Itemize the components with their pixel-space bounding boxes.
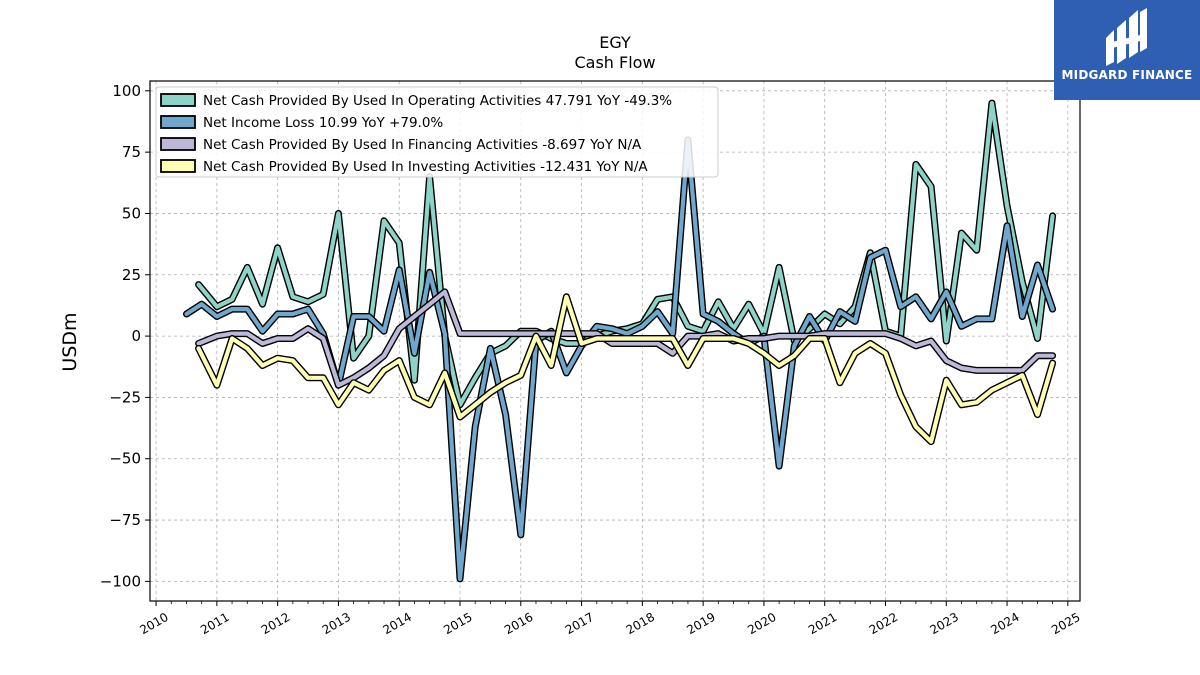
y-tick-label: 50: [122, 204, 141, 222]
x-tick-label: 2015: [441, 610, 474, 637]
x-tick-label: 2023: [928, 610, 961, 637]
y-tick-label: 0: [131, 327, 141, 345]
y-tick-label: 25: [122, 266, 141, 284]
series-line-outline: [195, 293, 1057, 446]
series-line-core: [196, 101, 1055, 407]
series-line-0: [195, 99, 1057, 409]
x-tick-label: 2024: [988, 610, 1021, 637]
series-line-3: [195, 293, 1057, 446]
x-tick-label: 2013: [320, 610, 353, 637]
x-tick-label: 2025: [1049, 610, 1082, 637]
x-tick-label: 2010: [137, 610, 170, 637]
chart-title: EGY: [599, 33, 631, 52]
legend-swatch: [160, 137, 196, 151]
legend-label: Net Income Loss 10.99 YoY +79.0%: [203, 115, 443, 131]
legend-swatch: [160, 93, 196, 107]
legend-swatch: [160, 115, 196, 129]
plot-frame: [149, 80, 1081, 602]
series-line-core: [184, 137, 1055, 581]
series-line-1: [183, 136, 1057, 583]
x-tick-label: 2016: [502, 610, 535, 637]
y-axis-label: USDm: [59, 312, 81, 371]
y-tick-label: −50: [109, 450, 141, 468]
x-tick-label: 2012: [259, 610, 292, 637]
legend-box: [155, 86, 719, 178]
y-tick-label: 100: [112, 82, 141, 100]
y-tick-label: −75: [109, 511, 141, 529]
legend-label: Net Cash Provided By Used In Financing A…: [203, 137, 642, 153]
brand-logo: MIDGARD FINANCE: [1054, 0, 1200, 100]
x-tick-label: 2011: [198, 610, 231, 637]
brand-name: MIDGARD FINANCE: [1061, 68, 1193, 82]
legend-swatch: [160, 159, 196, 173]
y-tick-label: 75: [122, 143, 141, 161]
series-line-2: [195, 288, 1057, 389]
x-tick-label: 2019: [684, 610, 717, 637]
series-line-core: [196, 289, 1055, 388]
x-tick-label: 2018: [624, 610, 657, 637]
brand-logo-icon: [1054, 0, 1200, 100]
chart-subtitle: Cash Flow: [574, 53, 655, 72]
x-tick-label: 2014: [380, 610, 413, 637]
y-axis-ticks: 100 75 50 25 0 −25 −50 −75 −100: [100, 82, 150, 590]
y-tick-label: −25: [109, 388, 141, 406]
x-tick-label: 2020: [745, 610, 778, 637]
series-line-outline: [183, 136, 1057, 583]
data-series: [183, 99, 1057, 583]
y-tick-label: −100: [100, 572, 141, 590]
x-tick-label: 2022: [867, 610, 900, 637]
legend: Net Cash Provided By Used In Operating A…: [155, 86, 719, 178]
legend-label: Net Cash Provided By Used In Investing A…: [203, 159, 648, 175]
x-tick-label: 2021: [806, 610, 839, 637]
x-axis-ticks: 2010 2011 2012 2013 2014 2015 2016 2017 2018 2019…: [137, 601, 1083, 637]
series-line-core: [196, 294, 1055, 444]
x-tick-label: 2017: [563, 610, 596, 637]
legend-label: Net Cash Provided By Used In Operating A…: [203, 93, 672, 109]
